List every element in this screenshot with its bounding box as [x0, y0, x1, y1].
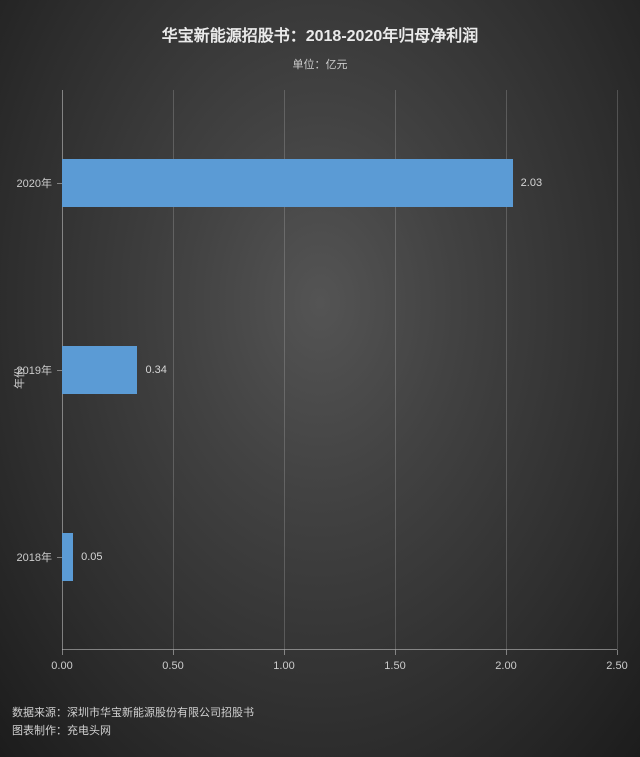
source-value: 深圳市华宝新能源股份有限公司招股书 [67, 707, 254, 719]
bar [62, 159, 513, 207]
chart-subtitle: 单位：亿元 [0, 56, 640, 72]
x-tick-mark [617, 650, 618, 655]
chart-area: 0.000.501.001.502.002.502020年2.032019年0.… [62, 90, 617, 650]
maker-line: 图表制作：充电头网 [12, 722, 254, 741]
bar-value-label: 0.05 [81, 551, 102, 563]
plot: 0.000.501.001.502.002.502020年2.032019年0.… [62, 90, 617, 650]
x-tick-mark [62, 650, 63, 655]
bar-value-label: 2.03 [521, 177, 542, 189]
x-tick-label: 1.50 [384, 660, 405, 672]
x-tick-mark [284, 650, 285, 655]
y-axis-title: 年份 [11, 367, 27, 389]
maker-value: 充电头网 [67, 725, 111, 737]
source-line: 数据来源：深圳市华宝新能源股份有限公司招股书 [12, 704, 254, 723]
x-tick-label: 2.50 [606, 660, 627, 672]
gridline [617, 90, 618, 650]
x-tick-mark [173, 650, 174, 655]
maker-label: 图表制作： [12, 725, 67, 737]
bar [62, 346, 137, 394]
x-tick-label: 1.00 [273, 660, 294, 672]
x-tick-label: 0.00 [51, 660, 72, 672]
y-tick-label: 2020年 [17, 175, 52, 191]
bar-value-label: 0.34 [145, 364, 166, 376]
chart-title: 华宝新能源招股书：2018-2020年归母净利润 [0, 0, 640, 46]
x-axis-line [62, 649, 617, 650]
footer: 数据来源：深圳市华宝新能源股份有限公司招股书 图表制作：充电头网 [12, 704, 254, 741]
x-tick-mark [506, 650, 507, 655]
bar [62, 533, 73, 581]
x-tick-mark [395, 650, 396, 655]
x-tick-label: 2.00 [495, 660, 516, 672]
x-tick-label: 0.50 [162, 660, 183, 672]
source-label: 数据来源： [12, 707, 67, 719]
y-tick-label: 2018年 [17, 549, 52, 565]
